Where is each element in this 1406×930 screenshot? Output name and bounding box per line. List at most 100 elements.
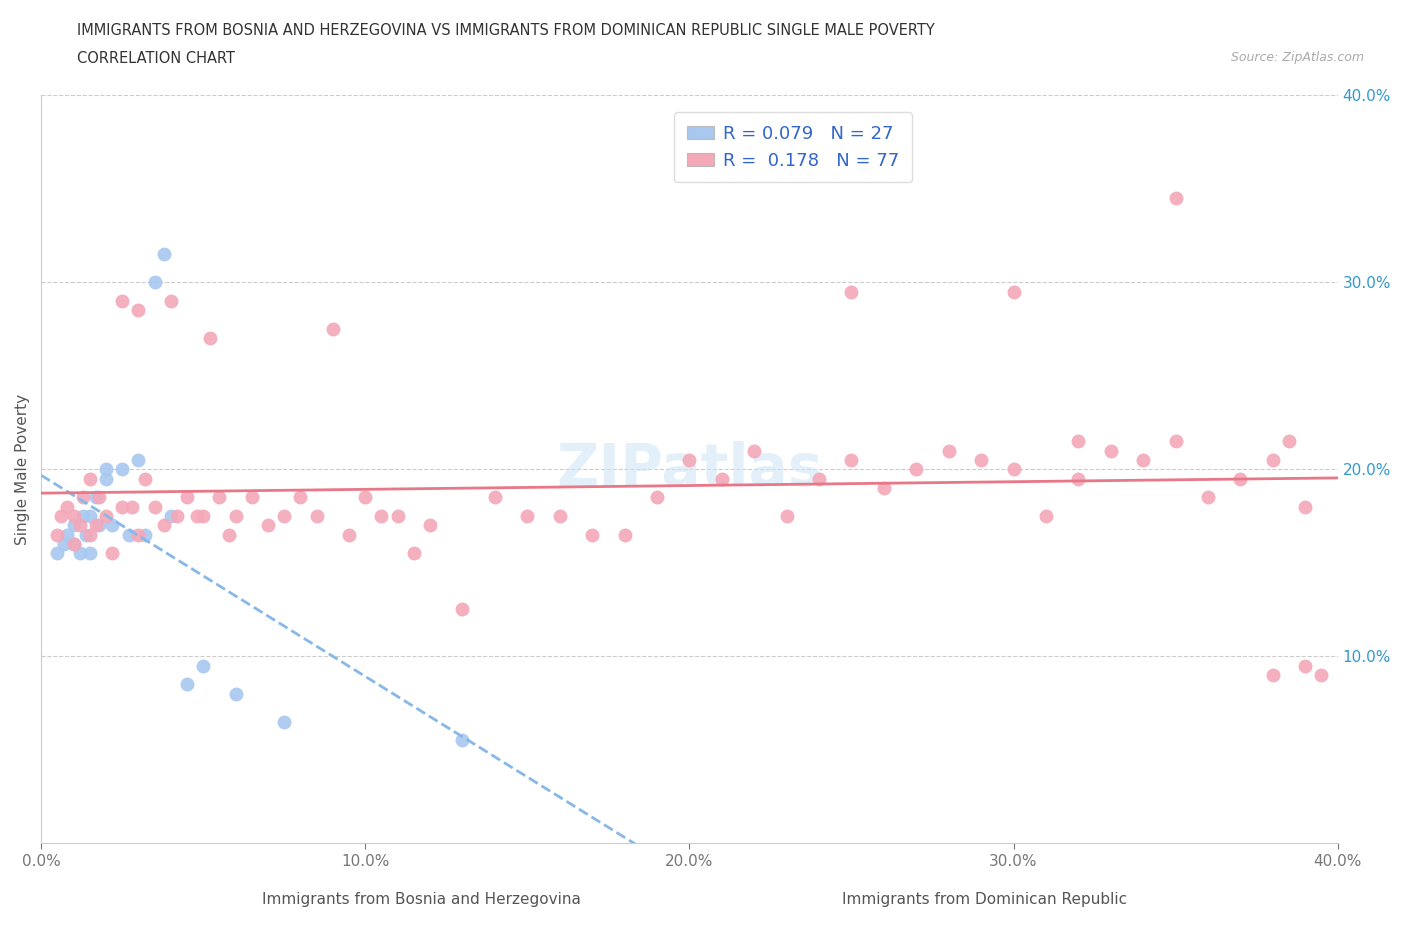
Point — [89, 490, 111, 505]
Point — [84, 490, 107, 505]
Point — [240, 490, 263, 505]
Point — [117, 527, 139, 542]
Point — [143, 499, 166, 514]
Point — [176, 490, 198, 505]
Point — [153, 246, 176, 261]
Point — [101, 518, 124, 533]
Point — [387, 509, 409, 524]
Point — [1294, 658, 1316, 673]
Point — [370, 509, 392, 524]
Point — [153, 518, 176, 533]
Point — [402, 546, 425, 561]
Point — [1132, 453, 1154, 468]
Point — [62, 518, 84, 533]
Point — [938, 443, 960, 458]
Point — [1261, 453, 1284, 468]
Point — [218, 527, 240, 542]
Point — [76, 527, 98, 542]
Point — [121, 499, 143, 514]
Point — [62, 537, 84, 551]
Point — [79, 546, 101, 561]
Legend: R = 0.079   N = 27, R =  0.178   N = 77: R = 0.079 N = 27, R = 0.178 N = 77 — [675, 112, 912, 182]
Point — [273, 714, 295, 729]
Point — [451, 602, 474, 617]
Point — [1099, 443, 1122, 458]
Point — [89, 518, 111, 533]
Point — [337, 527, 360, 542]
Point — [49, 509, 72, 524]
Point — [257, 518, 280, 533]
Point — [419, 518, 441, 533]
Point — [678, 453, 700, 468]
Point — [1002, 462, 1025, 477]
Point — [62, 509, 84, 524]
Point — [101, 546, 124, 561]
Point — [111, 499, 134, 514]
Text: Immigrants from Bosnia and Herzegovina: Immigrants from Bosnia and Herzegovina — [263, 892, 581, 907]
Point — [873, 481, 896, 496]
Point — [225, 686, 247, 701]
Point — [159, 509, 181, 524]
Point — [841, 285, 863, 299]
Point — [111, 462, 134, 477]
Point — [1197, 490, 1219, 505]
Point — [581, 527, 603, 542]
Point — [46, 546, 69, 561]
Point — [94, 509, 117, 524]
Point — [905, 462, 928, 477]
Point — [1067, 472, 1090, 486]
Text: IMMIGRANTS FROM BOSNIA AND HERZEGOVINA VS IMMIGRANTS FROM DOMINICAN REPUBLIC SIN: IMMIGRANTS FROM BOSNIA AND HERZEGOVINA V… — [77, 23, 935, 38]
Point — [305, 509, 328, 524]
Point — [46, 527, 69, 542]
Y-axis label: Single Male Poverty: Single Male Poverty — [15, 393, 30, 545]
Point — [548, 509, 571, 524]
Point — [79, 509, 101, 524]
Point — [645, 490, 668, 505]
Point — [710, 472, 733, 486]
Point — [1002, 285, 1025, 299]
Point — [742, 443, 765, 458]
Point — [1067, 433, 1090, 448]
Point — [84, 518, 107, 533]
Point — [143, 275, 166, 290]
Point — [56, 499, 79, 514]
Point — [166, 509, 188, 524]
Point — [1164, 191, 1187, 206]
Point — [841, 453, 863, 468]
Point — [1261, 668, 1284, 683]
Point — [69, 546, 91, 561]
Point — [225, 509, 247, 524]
Point — [127, 303, 149, 318]
Point — [134, 527, 156, 542]
Point — [186, 509, 208, 524]
Point — [79, 472, 101, 486]
Point — [72, 490, 94, 505]
Point — [1035, 509, 1057, 524]
Point — [273, 509, 295, 524]
Text: ZIPatlas: ZIPatlas — [555, 441, 823, 498]
Point — [72, 509, 94, 524]
Point — [1310, 668, 1333, 683]
Point — [62, 537, 84, 551]
Point — [613, 527, 636, 542]
Point — [208, 490, 231, 505]
Point — [322, 322, 344, 337]
Point — [451, 733, 474, 748]
Point — [198, 331, 221, 346]
Text: Source: ZipAtlas.com: Source: ZipAtlas.com — [1230, 51, 1364, 64]
Point — [290, 490, 312, 505]
Point — [176, 677, 198, 692]
Point — [1229, 472, 1251, 486]
Point — [94, 462, 117, 477]
Point — [159, 294, 181, 309]
Point — [193, 658, 215, 673]
Point — [79, 527, 101, 542]
Point — [111, 294, 134, 309]
Point — [484, 490, 506, 505]
Point — [193, 509, 215, 524]
Point — [69, 518, 91, 533]
Point — [127, 527, 149, 542]
Point — [1278, 433, 1301, 448]
Point — [516, 509, 538, 524]
Point — [127, 453, 149, 468]
